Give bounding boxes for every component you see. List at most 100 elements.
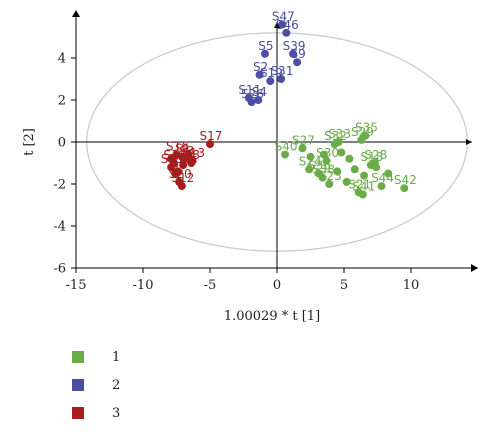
y-tick-label: -6	[53, 262, 66, 277]
data-point	[345, 154, 354, 163]
data-point	[400, 184, 409, 193]
point-label: S26	[241, 87, 264, 101]
data-point	[281, 150, 290, 159]
x-tick-label: -5	[204, 278, 217, 293]
legend: 1 2 3	[72, 343, 120, 427]
data-point	[342, 177, 351, 186]
legend-item-3: 3	[72, 399, 120, 427]
data-point	[282, 28, 291, 37]
data-point	[325, 180, 334, 188]
data-point	[254, 96, 263, 104]
legend-label-1: 1	[112, 349, 121, 365]
y-tick-label: -4	[53, 220, 66, 235]
data-point	[167, 154, 176, 163]
legend-swatch-3	[72, 407, 84, 419]
data-point	[255, 70, 264, 79]
legend-label-2: 2	[112, 377, 121, 393]
legend-swatch-2	[72, 379, 84, 391]
point-label: S31	[271, 64, 294, 78]
data-point	[306, 152, 315, 161]
data-point	[260, 49, 269, 58]
point-label: S23	[319, 169, 342, 183]
point-label: S12	[171, 171, 194, 185]
point-label: S9	[290, 47, 305, 61]
data-point	[357, 135, 366, 144]
point-label: S36	[308, 159, 331, 173]
point-label: S24	[299, 154, 322, 168]
point-label: S16	[166, 140, 189, 154]
y-tick-label: 4	[58, 52, 66, 67]
point-label: S17	[200, 129, 223, 143]
point-label: S39	[283, 39, 306, 53]
point-label: S15	[161, 152, 184, 166]
data-point	[171, 169, 180, 178]
data-point	[330, 140, 339, 149]
point-label: S18	[360, 150, 383, 164]
point-label: S28	[364, 148, 387, 162]
legend-item-1: 1	[72, 343, 120, 371]
data-point	[187, 159, 196, 167]
data-point	[350, 165, 359, 174]
x-zero-arrow	[466, 139, 472, 145]
data-point	[266, 77, 275, 86]
data-point	[177, 182, 186, 191]
point-label: S14	[163, 148, 186, 162]
y-tick-label: -2	[53, 178, 66, 193]
x-tick-label: 10	[403, 278, 420, 293]
point-label: S5	[258, 39, 273, 53]
y-axis-arrow	[72, 10, 80, 17]
data-point	[322, 156, 331, 165]
legend-label-3: 3	[112, 405, 121, 421]
point-label: S11	[238, 83, 261, 97]
data-point	[372, 163, 381, 172]
point-label: S29	[351, 125, 374, 139]
point-label: S1	[175, 142, 190, 156]
data-point	[298, 144, 307, 153]
data-point	[167, 163, 176, 172]
point-label: S3	[179, 144, 194, 158]
point-label: S35	[355, 121, 378, 135]
x-tick-label: 5	[340, 278, 348, 293]
data-point	[384, 169, 393, 178]
data-point	[184, 150, 193, 159]
data-point	[305, 165, 314, 174]
data-point	[289, 49, 298, 58]
point-label: S19	[260, 66, 283, 80]
point-label: S13	[182, 146, 205, 160]
data-point	[293, 58, 302, 67]
data-point	[360, 171, 369, 180]
data-point	[377, 182, 386, 191]
x-tick-label: -15	[66, 278, 87, 293]
data-point	[277, 75, 286, 83]
data-point	[179, 161, 188, 170]
x-tick-label: 0	[273, 278, 281, 293]
legend-item-2: 2	[72, 371, 120, 399]
point-label: S21	[348, 177, 371, 191]
data-point	[278, 20, 287, 29]
x-axis-arrow	[471, 264, 478, 272]
data-point	[319, 150, 328, 159]
pca-score-plot: -15 -10 -5 0 5 10 -6 -4 -2 0 2 4 1.00029 * t [1] t [2…	[22, 9, 478, 324]
point-label: S20	[169, 167, 192, 181]
point-label: S41	[352, 180, 375, 194]
data-point	[206, 140, 214, 149]
point-label: S38	[312, 163, 335, 177]
data-point	[318, 173, 327, 182]
y-tick-label: 2	[58, 94, 66, 109]
point-label: S27	[292, 133, 315, 147]
legend-swatch-1	[72, 351, 84, 363]
point-label: S32	[324, 129, 347, 143]
y-zero-arrow	[274, 22, 280, 28]
data-point	[333, 167, 342, 176]
point-label: S30	[316, 146, 339, 160]
point-label: S33	[328, 127, 351, 141]
point-label: S8	[185, 148, 200, 162]
y-tick-label: 0	[58, 136, 66, 151]
y-axis-title: t [2]	[22, 128, 37, 156]
point-label: S47	[272, 9, 295, 23]
data-point	[247, 98, 256, 107]
point-label: S42	[394, 173, 417, 187]
point-label: S40	[275, 140, 298, 154]
data-point	[337, 148, 346, 157]
x-tick-label: -10	[133, 278, 154, 293]
